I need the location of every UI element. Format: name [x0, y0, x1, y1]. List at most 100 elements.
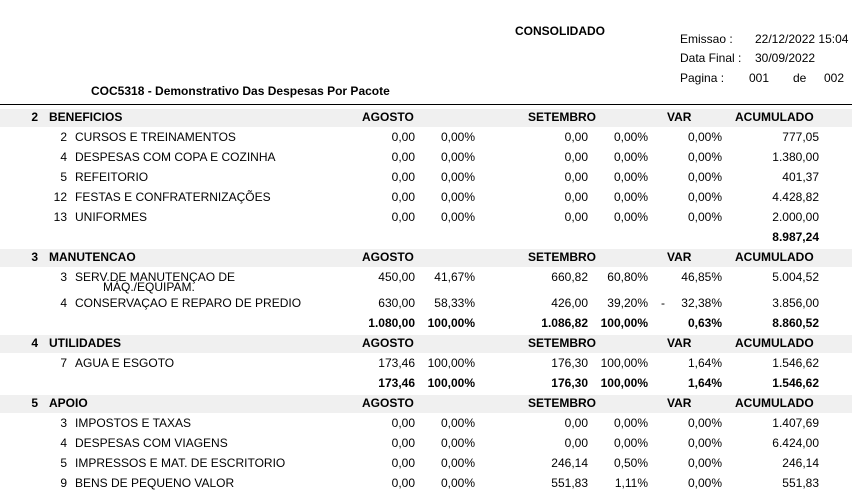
item-code: 12	[53, 190, 67, 204]
var-percent: 0,00%	[687, 130, 722, 144]
total-acumulado: 1.546,62	[772, 376, 819, 390]
acumulado-value: 551,83	[782, 476, 819, 490]
acumulado-value: 1.407,69	[772, 416, 819, 430]
column-header-var: VAR	[667, 250, 692, 264]
item-description-cont: MÁQ./EQUIPAM.	[103, 280, 195, 294]
total-setembro: 176,30	[551, 376, 588, 390]
column-header-acumulado: ACUMULADO	[735, 396, 814, 410]
agosto-value: 0,00	[391, 436, 415, 450]
section-number: 2	[31, 110, 38, 124]
pagina-de: de	[793, 71, 807, 85]
column-header-agosto: AGOSTO	[362, 250, 414, 264]
setembro-percent: 39,20%	[607, 296, 648, 310]
setembro-percent: 0,00%	[613, 210, 648, 224]
agosto-value: 0,00	[391, 150, 415, 164]
column-header-var: VAR	[667, 396, 692, 410]
item-code: 3	[60, 270, 67, 284]
item-description: BENS DE PEQUENO VALOR	[75, 476, 235, 490]
item-description: IMPOSTOS E TAXAS	[75, 416, 192, 430]
report-subtitle: COC5318 - Demonstrativo Das Despesas Por…	[91, 84, 390, 98]
total-agosto: 1.080,00	[368, 316, 415, 330]
agosto-percent: 41,67%	[434, 270, 475, 284]
agosto-percent: 58,33%	[434, 296, 475, 310]
setembro-value: 0,00	[564, 210, 588, 224]
column-header-setembro: SETEMBRO	[528, 250, 597, 264]
total-setembro-percent: 100,00%	[600, 376, 648, 390]
setembro-value: 426,00	[551, 296, 588, 310]
item-code: 4	[60, 436, 67, 450]
setembro-percent: 0,00%	[613, 436, 648, 450]
agosto-percent: 0,00%	[440, 416, 475, 430]
agosto-percent: 0,00%	[440, 170, 475, 184]
setembro-percent: 0,00%	[613, 190, 648, 204]
agosto-percent: 0,00%	[440, 130, 475, 144]
item-code: 4	[60, 150, 67, 164]
total-setembro: 1.086,82	[541, 316, 588, 330]
column-header-agosto: AGOSTO	[362, 110, 414, 124]
item-description: FESTAS E CONFRATERNIZAÇÕES	[75, 190, 271, 204]
setembro-percent: 0,00%	[613, 416, 648, 430]
column-header-acumulado: ACUMULADO	[735, 336, 814, 350]
var-percent: 32,38%	[681, 296, 722, 310]
acumulado-value: 401,37	[782, 170, 819, 184]
pagina-value: 001	[749, 71, 770, 85]
section-header-band	[0, 109, 852, 127]
var-percent: 46,85%	[681, 270, 722, 284]
emissao-value: 22/12/2022 15:04	[755, 32, 849, 46]
agosto-percent: 0,00%	[440, 436, 475, 450]
var-percent: 0,00%	[687, 210, 722, 224]
setembro-value: 0,00	[564, 416, 588, 430]
column-header-setembro: SETEMBRO	[528, 396, 597, 410]
column-header-setembro: SETEMBRO	[528, 336, 597, 350]
column-header-acumulado: ACUMULADO	[735, 110, 814, 124]
setembro-value: 551,83	[551, 476, 588, 490]
agosto-value: 630,00	[378, 296, 415, 310]
total-acumulado: 8.860,52	[772, 316, 819, 330]
setembro-percent: 1,11%	[614, 476, 648, 490]
item-description: CONSERVAÇAO E REPARO DE PREDIO	[75, 296, 302, 310]
var-percent: 0,00%	[687, 190, 722, 204]
agosto-percent: 0,00%	[440, 190, 475, 204]
section-header-band	[0, 249, 852, 267]
setembro-value: 0,00	[564, 170, 588, 184]
item-description: AGUA E ESGOTO	[75, 356, 175, 370]
column-header-var: VAR	[667, 110, 692, 124]
var-percent: 1,64%	[687, 356, 722, 370]
agosto-percent: 0,00%	[440, 150, 475, 164]
item-code: 5	[60, 170, 67, 184]
agosto-value: 0,00	[391, 190, 415, 204]
acumulado-value: 2.000,00	[772, 210, 819, 224]
agosto-value: 0,00	[391, 476, 415, 490]
setembro-percent: 0,50%	[613, 456, 648, 470]
item-description: IMPRESSOS E MAT. DE ESCRITORIO	[75, 456, 286, 470]
acumulado-value: 777,05	[782, 130, 819, 144]
agosto-value: 0,00	[391, 456, 415, 470]
total-acumulado: 8.987,24	[772, 230, 819, 244]
agosto-percent: 0,00%	[440, 456, 475, 470]
var-percent: 0,00%	[687, 416, 722, 430]
setembro-value: 660,82	[551, 270, 588, 284]
section-name: UTILIDADES	[49, 336, 121, 350]
setembro-percent: 0,00%	[613, 150, 648, 164]
item-code: 9	[60, 476, 67, 490]
acumulado-value: 4.428,82	[772, 190, 819, 204]
agosto-value: 0,00	[391, 130, 415, 144]
var-percent: 0,00%	[687, 436, 722, 450]
acumulado-value: 5.004,52	[772, 270, 819, 284]
data-final-label: Data Final :	[680, 51, 742, 65]
pagina-label: Pagina :	[680, 71, 725, 85]
agosto-value: 0,00	[391, 170, 415, 184]
agosto-percent: 100,00%	[427, 356, 475, 370]
acumulado-value: 246,14	[782, 456, 819, 470]
acumulado-value: 6.424,00	[772, 436, 819, 450]
section-number: 3	[31, 250, 38, 264]
column-header-agosto: AGOSTO	[362, 396, 414, 410]
column-header-acumulado: ACUMULADO	[735, 250, 814, 264]
emissao-label: Emissao :	[680, 32, 733, 46]
agosto-value: 173,46	[378, 356, 415, 370]
total-agosto-percent: 100,00%	[427, 316, 475, 330]
agosto-value: 0,00	[391, 210, 415, 224]
total-agosto-percent: 100,00%	[427, 376, 475, 390]
var-percent: 0,00%	[687, 476, 722, 490]
data-final-value: 30/09/2022	[755, 51, 816, 65]
